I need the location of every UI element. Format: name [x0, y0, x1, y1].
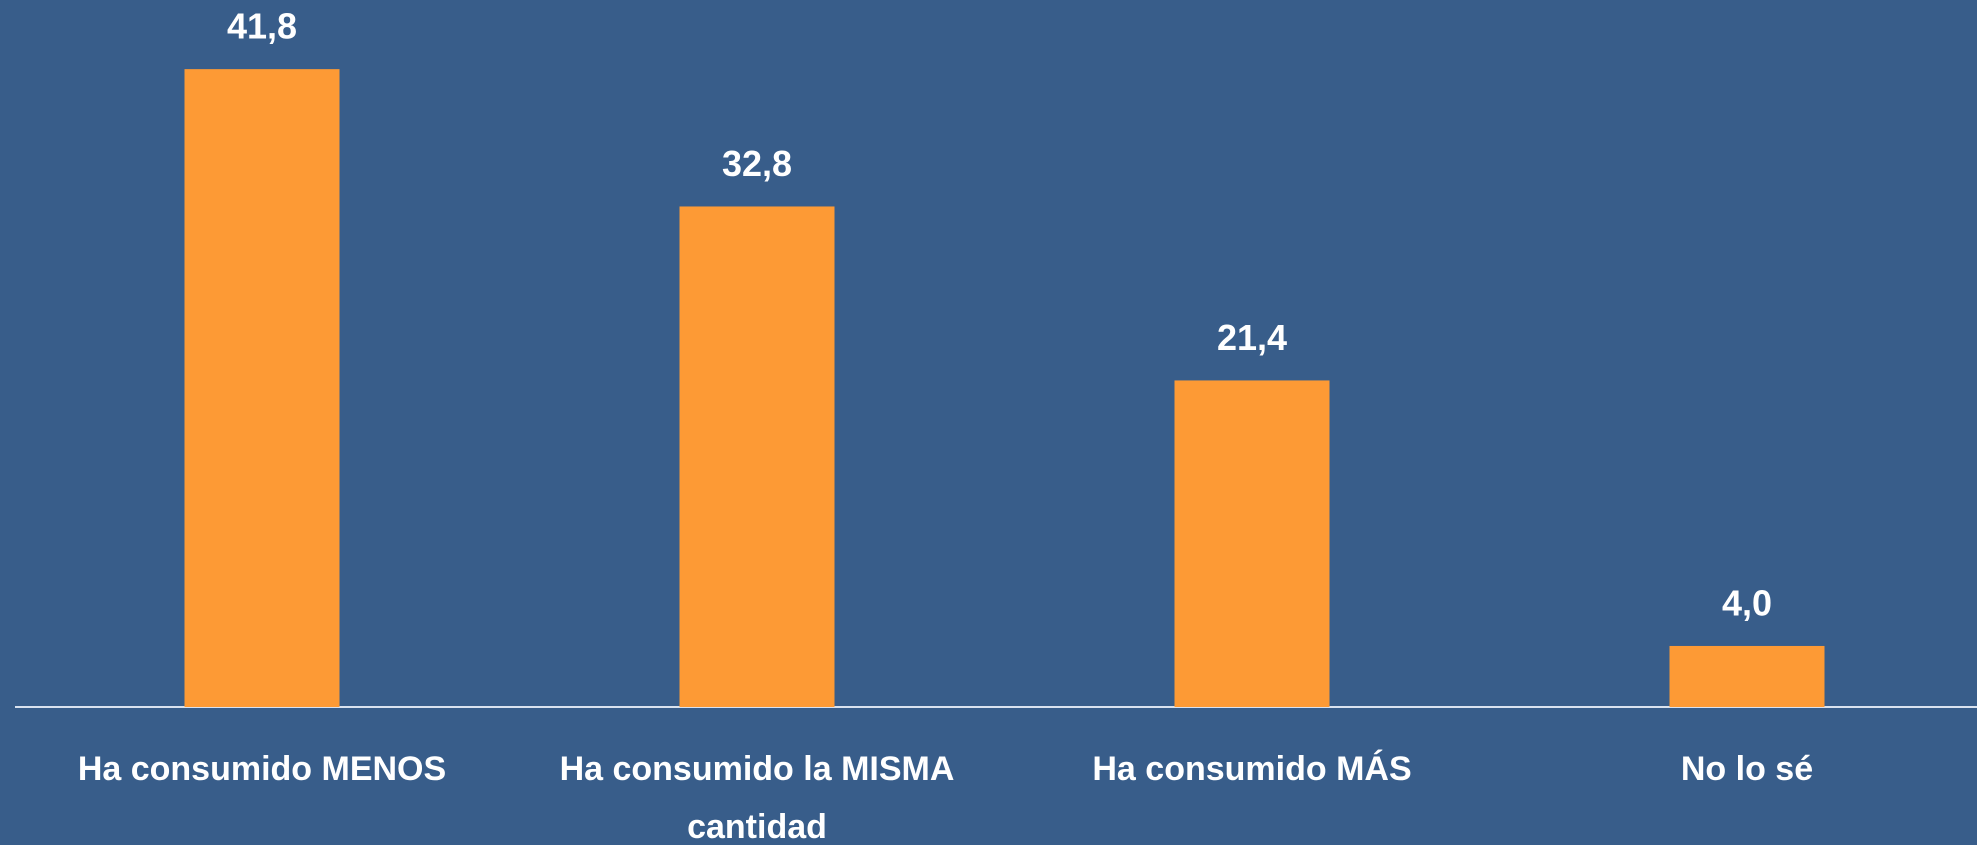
value-label: 21,4 [1217, 317, 1287, 358]
value-label: 4,0 [1722, 582, 1772, 623]
bar [1669, 645, 1825, 707]
bar [679, 206, 835, 708]
x-tick-label: Ha consumido MENOS [77, 750, 447, 788]
x-tick-label: No lo sé [1680, 750, 1814, 788]
bar [184, 69, 340, 707]
value-label: 41,8 [227, 6, 297, 47]
value-label: 32,8 [722, 143, 792, 184]
x-tick-label: Ha consumido la MISMA cantidad [559, 750, 955, 845]
x-tick-label: Ha consumido MÁS [1092, 750, 1412, 788]
bar [1174, 380, 1330, 707]
